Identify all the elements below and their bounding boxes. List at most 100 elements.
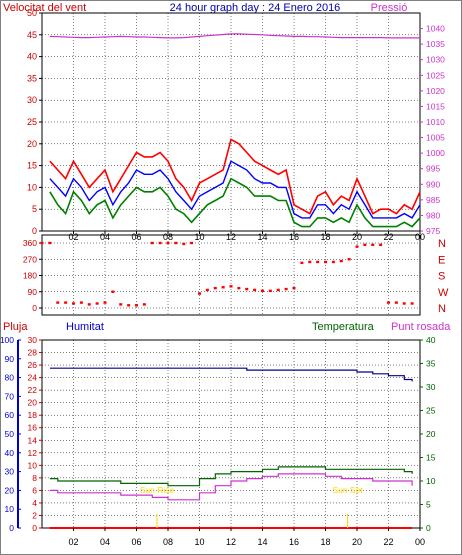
wind-pressure-series	[49, 33, 421, 228]
x-tick-label: 12	[226, 537, 236, 547]
x-tick-label: 20	[352, 537, 362, 547]
direction-point	[253, 288, 257, 292]
pressure-tick-label: 975	[426, 226, 440, 236]
temp-tick-label: 15	[426, 453, 436, 463]
direction-point	[174, 241, 178, 245]
wind-tick-label: 15	[27, 161, 37, 171]
direction-point	[347, 258, 351, 261]
x-tick-label: 06	[131, 232, 141, 242]
rain-tick-label: 22	[28, 385, 38, 395]
rain-tick-label: 0	[32, 523, 37, 533]
rain-tick-label: 30	[28, 335, 38, 345]
legend-temperature: Temperatura	[312, 321, 375, 333]
rain-tick-label: 2	[32, 510, 37, 520]
rain-tick-label: 24	[28, 373, 38, 383]
humidity-tick-label: 60	[5, 410, 15, 420]
direction-point	[72, 302, 75, 305]
x-tick-label: 06	[131, 537, 141, 547]
direction-point	[371, 243, 375, 247]
compass-label: W	[438, 287, 449, 299]
wind-tick-label: 30	[27, 95, 37, 105]
direction-tick-label: 0	[32, 303, 37, 313]
x-tick-label: 08	[163, 232, 173, 242]
x-tick-label: 00	[415, 537, 425, 547]
wind-tick-label: 45	[27, 30, 37, 40]
direction-point	[229, 285, 233, 288]
direction-point	[198, 292, 201, 295]
humidity-tick-label: 50	[5, 429, 15, 439]
temp-tick-label: 5	[426, 500, 431, 510]
pressure-tick-label: 1010	[426, 117, 445, 127]
rain-tick-label: 18	[28, 410, 38, 420]
humidity-tick-label: 10	[5, 504, 15, 514]
direction-tick-label: 180	[23, 271, 37, 281]
wind-tick-label: 0	[32, 226, 37, 236]
direction-tick-label: 270	[23, 254, 37, 264]
pressure-tick-label: 980	[426, 210, 440, 220]
legend-humidity: Humitat	[66, 321, 104, 333]
dew-point-line	[49, 473, 413, 501]
direction-point	[40, 241, 44, 245]
humidity-tick-label: 0	[9, 523, 14, 533]
x-axis-labels-bottom: 02 04 06 08 10 12 14 16 18 20 22 00	[68, 528, 425, 547]
direction-point	[95, 302, 99, 305]
direction-point	[205, 288, 209, 292]
direction-point	[284, 287, 288, 291]
direction-point	[237, 286, 241, 290]
direction-point	[355, 245, 359, 248]
rain-tick-label: 26	[28, 360, 38, 370]
direction-point	[127, 304, 131, 307]
rain-tick-label: 12	[28, 448, 38, 458]
temp-tick-label: 35	[426, 359, 436, 369]
direction-point	[158, 241, 162, 245]
direction-point	[213, 286, 217, 290]
direction-point	[87, 303, 91, 306]
legend-rain: Pluja	[3, 321, 28, 333]
direction-point	[79, 301, 83, 304]
humidity-tick-label: 80	[5, 373, 15, 383]
x-tick-label: 02	[68, 537, 78, 547]
humidity-line	[49, 367, 413, 382]
direction-point	[56, 301, 60, 304]
wind-tick-label: 20	[27, 139, 37, 149]
panel1-grid	[42, 13, 421, 231]
pressure-tick-label: 990	[426, 179, 440, 189]
rain-tick-label: 6	[32, 485, 37, 495]
direction-point	[324, 260, 327, 264]
humidity-axis: 0 10 20 30 40 50 60 70 80 90 100	[0, 335, 21, 533]
direction-point	[119, 303, 123, 306]
pressure-tick-label: 995	[426, 164, 440, 174]
direction-point	[166, 241, 170, 245]
pressure-tick-label: 1015	[426, 101, 445, 111]
humidity-tick-label: 70	[5, 391, 15, 401]
right-title: Pressió	[371, 2, 408, 14]
x-tick-label: 14	[257, 232, 267, 242]
x-axis-labels-top: 02 04 06 08 10 12 14 16 18 20 22 00	[68, 231, 425, 242]
panel2-grid	[42, 235, 421, 315]
wind-min-line	[49, 177, 421, 228]
direction-point	[182, 242, 186, 246]
humidity-tick-label: 100	[0, 335, 14, 345]
rain-tick-label: 14	[28, 435, 38, 445]
wind-tick-label: 5	[32, 204, 37, 214]
direction-point	[300, 261, 304, 265]
direction-point	[316, 260, 320, 264]
left-title: Velocitat del vent	[3, 2, 86, 14]
rain-tick-label: 16	[28, 423, 38, 433]
temp-tick-label: 20	[426, 429, 436, 439]
direction-tick-label: 90	[28, 287, 38, 297]
direction-point	[276, 288, 280, 292]
direction-point	[111, 290, 115, 293]
direction-point	[379, 243, 383, 247]
direction-point	[261, 289, 264, 293]
x-tick-label: 16	[289, 537, 299, 547]
wind-tick-label: 10	[27, 182, 37, 192]
direction-point	[135, 304, 138, 307]
temperature-axis: 0 5 10 15 20 25 30 35 40	[420, 335, 436, 533]
humidity-tick-label: 40	[5, 448, 15, 458]
x-tick-label: 12	[226, 232, 236, 242]
compass-label: E	[438, 254, 445, 266]
rain-tick-label: 10	[28, 460, 38, 470]
